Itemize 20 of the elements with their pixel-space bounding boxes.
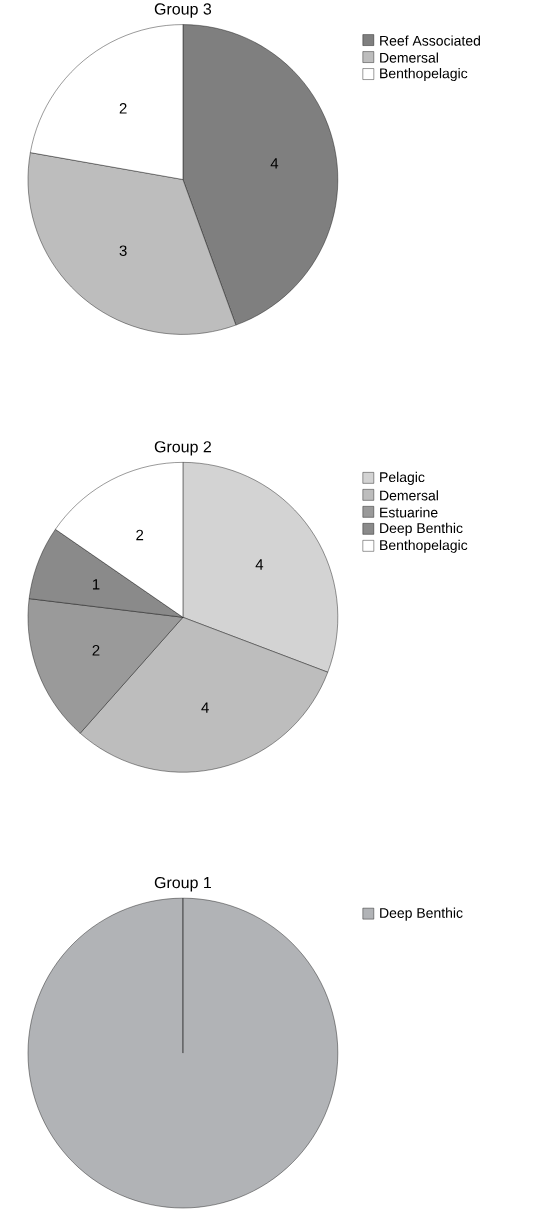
data-label: 1 bbox=[93, 579, 100, 590]
chart-title: Group 3 bbox=[154, 3, 212, 18]
legend-label: Deep Benthic bbox=[380, 522, 463, 536]
legend-label: Estuarine bbox=[380, 507, 438, 518]
legend-label: Deep Benthic bbox=[380, 907, 463, 921]
data-label: 2 bbox=[136, 529, 144, 541]
chart-title: Group 2 bbox=[154, 441, 212, 456]
legend-label: Demersal bbox=[380, 52, 439, 63]
legend-label: Reef Associated bbox=[380, 35, 481, 46]
data-label: 3 bbox=[119, 245, 127, 257]
legend-label: Benthopelagic bbox=[380, 539, 468, 553]
data-label: 4 bbox=[270, 158, 279, 169]
legend-label: Benthopelagic bbox=[380, 68, 468, 82]
legend-label: Pelagic bbox=[380, 471, 425, 485]
data-label: 4 bbox=[255, 559, 264, 570]
chart-title: Group 1 bbox=[154, 876, 212, 892]
data-label: 2 bbox=[119, 103, 127, 114]
legend-label: Demersal bbox=[380, 490, 439, 501]
data-label: 2 bbox=[92, 645, 100, 656]
data-label: 4 bbox=[201, 702, 210, 713]
